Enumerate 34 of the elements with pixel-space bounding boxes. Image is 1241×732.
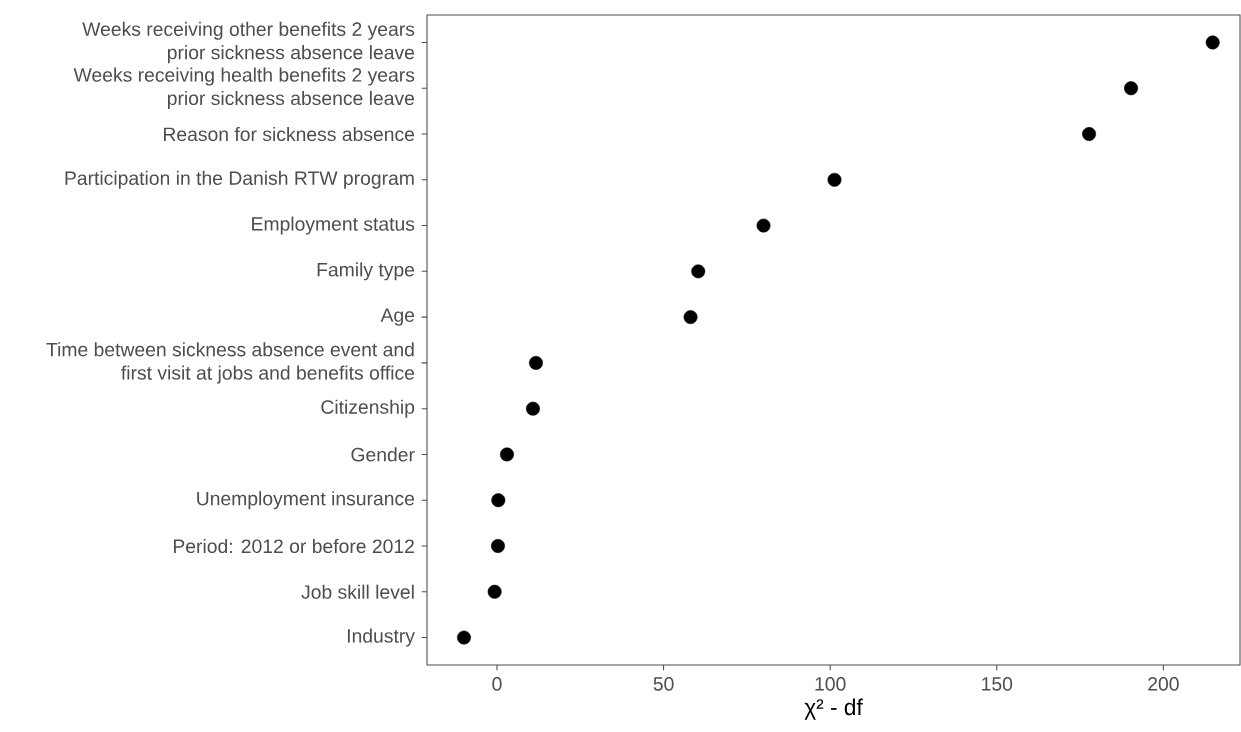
point	[500, 447, 514, 462]
x-tick-label: 0	[492, 677, 502, 691]
y-tick-label: Gender	[351, 447, 415, 462]
x-tick-label: 50	[653, 677, 674, 691]
y-tick-label: Weeks receiving health benefits 2 years prior sickness absence leave	[73, 67, 415, 109]
point	[457, 630, 471, 645]
y-tick-label: Participation in the Danish RTW program	[65, 170, 414, 189]
point	[827, 172, 842, 187]
y-tick-label: Reason for sickness absence	[164, 126, 415, 142]
point	[529, 355, 543, 370]
point	[487, 584, 502, 599]
point	[756, 218, 771, 233]
point	[491, 539, 505, 553]
y-tick-label: Employment status	[252, 216, 415, 235]
point	[1082, 127, 1097, 141]
y-tick-label: Age	[380, 308, 415, 326]
y-tick-label: Weeks receiving other benefits 2 years prior sickness absence leave	[82, 21, 415, 64]
y-tick-label: Citizenship	[321, 399, 415, 418]
point	[1124, 81, 1138, 96]
point	[526, 401, 540, 416]
point	[691, 264, 706, 279]
y-tick-label: Industry	[347, 628, 415, 647]
point	[491, 493, 506, 508]
x-axis-title: χ² - df	[804, 698, 863, 720]
x-tick-label: 150	[982, 677, 1013, 691]
y-tick-label: Period: 2012 or before 2012	[173, 538, 414, 554]
y-tick-label: Job skill level	[301, 584, 414, 599]
point	[683, 310, 698, 325]
y-tick-label: Unemployment insurance	[197, 491, 415, 510]
y-tick-label: Time between sickness absence event and first visit at jobs and benefits office	[46, 342, 415, 384]
x-tick-label: 100	[815, 677, 846, 691]
point	[1205, 35, 1220, 50]
x-tick-label: 200	[1148, 677, 1179, 691]
y-tick-label: Family type	[317, 262, 415, 281]
